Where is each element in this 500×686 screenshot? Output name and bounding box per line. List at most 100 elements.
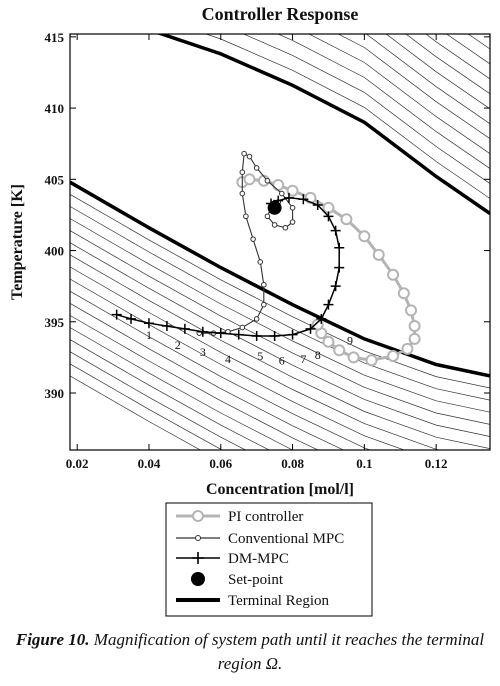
series-layer — [111, 150, 421, 367]
contour-line — [70, 290, 372, 450]
level-label: 5 — [257, 349, 263, 363]
contour-line — [204, 34, 490, 199]
data-point-conventional-mpc — [253, 316, 260, 322]
data-point-conventional-mpc — [253, 165, 260, 171]
contour-line — [70, 351, 247, 450]
figure-caption: Figure 10. Magnification of system path … — [0, 628, 500, 676]
data-point-dm-mpc — [179, 323, 190, 334]
contour-line — [365, 34, 490, 125]
legend-marker-pi — [192, 510, 204, 522]
x-tick-label: 0.1 — [356, 456, 372, 471]
data-point-pi-controller — [243, 173, 256, 186]
data-point-conventional-mpc — [282, 224, 289, 231]
data-point-pi-controller — [397, 287, 410, 300]
x-axis-label: Concentration [mol/l] — [206, 481, 354, 498]
legend: PI controller Conventional MPC DM-MPC Se… — [165, 502, 373, 617]
x-tick-label: 0.04 — [138, 456, 161, 471]
legend-label-pi: PI controller — [228, 509, 303, 525]
data-point-conventional-mpc — [289, 205, 296, 211]
data-point-conventional-mpc — [246, 153, 253, 160]
level-label: 8 — [315, 348, 321, 362]
contour-line — [70, 327, 294, 450]
contour-line — [242, 34, 490, 184]
contour-line — [337, 34, 490, 139]
level-labels: 1 2 3 4 5 6 7 8 9 — [146, 328, 353, 368]
data-point-dm-mpc — [161, 321, 172, 332]
data-point-pi-controller — [358, 230, 371, 243]
contour-line — [70, 230, 490, 425]
data-point-conventional-mpc — [271, 222, 278, 228]
legend-label-dm-mpc: DM-MPC — [228, 551, 289, 567]
contour-line — [425, 34, 490, 80]
data-point-dm-mpc — [330, 225, 341, 236]
data-point-dm-mpc — [334, 242, 345, 253]
data-point-dm-mpc — [312, 199, 323, 210]
plot-area: 1 2 3 4 5 6 7 8 9 — [70, 34, 490, 450]
data-point-conventional-mpc — [239, 324, 246, 331]
data-point-conventional-mpc — [241, 150, 247, 157]
data-point-dm-mpc — [283, 192, 294, 203]
x-tick-label: 0.06 — [209, 456, 232, 471]
legend-item-dm-mpc: DM-MPC — [176, 551, 289, 567]
level-label: 7 — [300, 352, 306, 366]
contour-line — [70, 375, 202, 450]
legend-item-pi: PI controller — [176, 509, 303, 525]
series-dm-mpc — [111, 192, 345, 342]
contour-line — [70, 363, 223, 450]
data-point-pi-controller — [322, 201, 335, 214]
data-point-pi-controller — [401, 342, 414, 355]
plot-frame — [69, 33, 491, 451]
y-tick-label: 390 — [45, 386, 65, 401]
legend-item-conventional-mpc: Conventional MPC — [176, 531, 344, 547]
data-point-dm-mpc — [111, 309, 122, 320]
data-point-dm-mpc — [334, 262, 345, 273]
contour-line — [70, 254, 490, 449]
data-point-pi-controller — [333, 344, 346, 357]
legend-marker-dm-mpc — [192, 552, 204, 564]
data-point-set-point — [267, 200, 282, 215]
data-point-pi-controller — [408, 320, 421, 333]
contour-line — [277, 34, 490, 169]
series-line-dm-mpc — [116, 197, 340, 337]
contour-line — [70, 242, 490, 437]
data-point-dm-mpc — [316, 313, 327, 324]
data-point-pi-controller — [322, 335, 335, 348]
data-point-pi-controller — [372, 248, 385, 261]
data-point-dm-mpc — [269, 331, 280, 342]
series-pi-controller — [236, 173, 421, 367]
data-point-pi-controller — [365, 354, 378, 367]
data-point-pi-controller — [405, 304, 418, 317]
contour-line — [70, 302, 345, 450]
contour-line — [385, 34, 490, 110]
legend-label-conventional-mpc: Conventional MPC — [228, 531, 344, 547]
data-point-dm-mpc — [330, 281, 341, 292]
terminal-region-boundaries — [70, 34, 490, 378]
y-tick-label: 405 — [45, 172, 65, 187]
legend-label-set-point: Set-point — [228, 572, 284, 588]
y-tick-label: 410 — [45, 101, 65, 116]
x-tick-label: 0.08 — [281, 456, 304, 471]
data-point-conventional-mpc — [250, 236, 256, 242]
series-conventional-mpc — [196, 150, 296, 336]
y-axis-label: Temperature [K] — [9, 184, 26, 300]
level-label: 4 — [225, 352, 231, 366]
data-point-dm-mpc — [197, 326, 208, 337]
y-tick-label: 400 — [45, 244, 65, 259]
data-point-conventional-mpc — [289, 219, 296, 225]
terminal-region-lower-boundary — [70, 180, 490, 378]
legend-label-terminal-region: Terminal Region — [228, 593, 330, 609]
data-point-pi-controller — [387, 349, 400, 362]
contour-line — [70, 218, 490, 413]
legend-item-set-point: Set-point — [191, 572, 284, 588]
data-point-dm-mpc — [143, 318, 154, 329]
data-point-pi-controller — [387, 268, 400, 281]
contour-line — [70, 315, 319, 450]
x-axis: 0.02 0.04 0.06 0.08 0.1 0.12 — [66, 34, 448, 471]
x-tick-label: 0.12 — [425, 456, 448, 471]
data-point-conventional-mpc — [264, 177, 271, 184]
contour-lines — [70, 34, 490, 450]
data-point-pi-controller — [286, 184, 299, 197]
data-point-pi-controller — [347, 351, 360, 364]
data-point-dm-mpc — [126, 313, 137, 324]
